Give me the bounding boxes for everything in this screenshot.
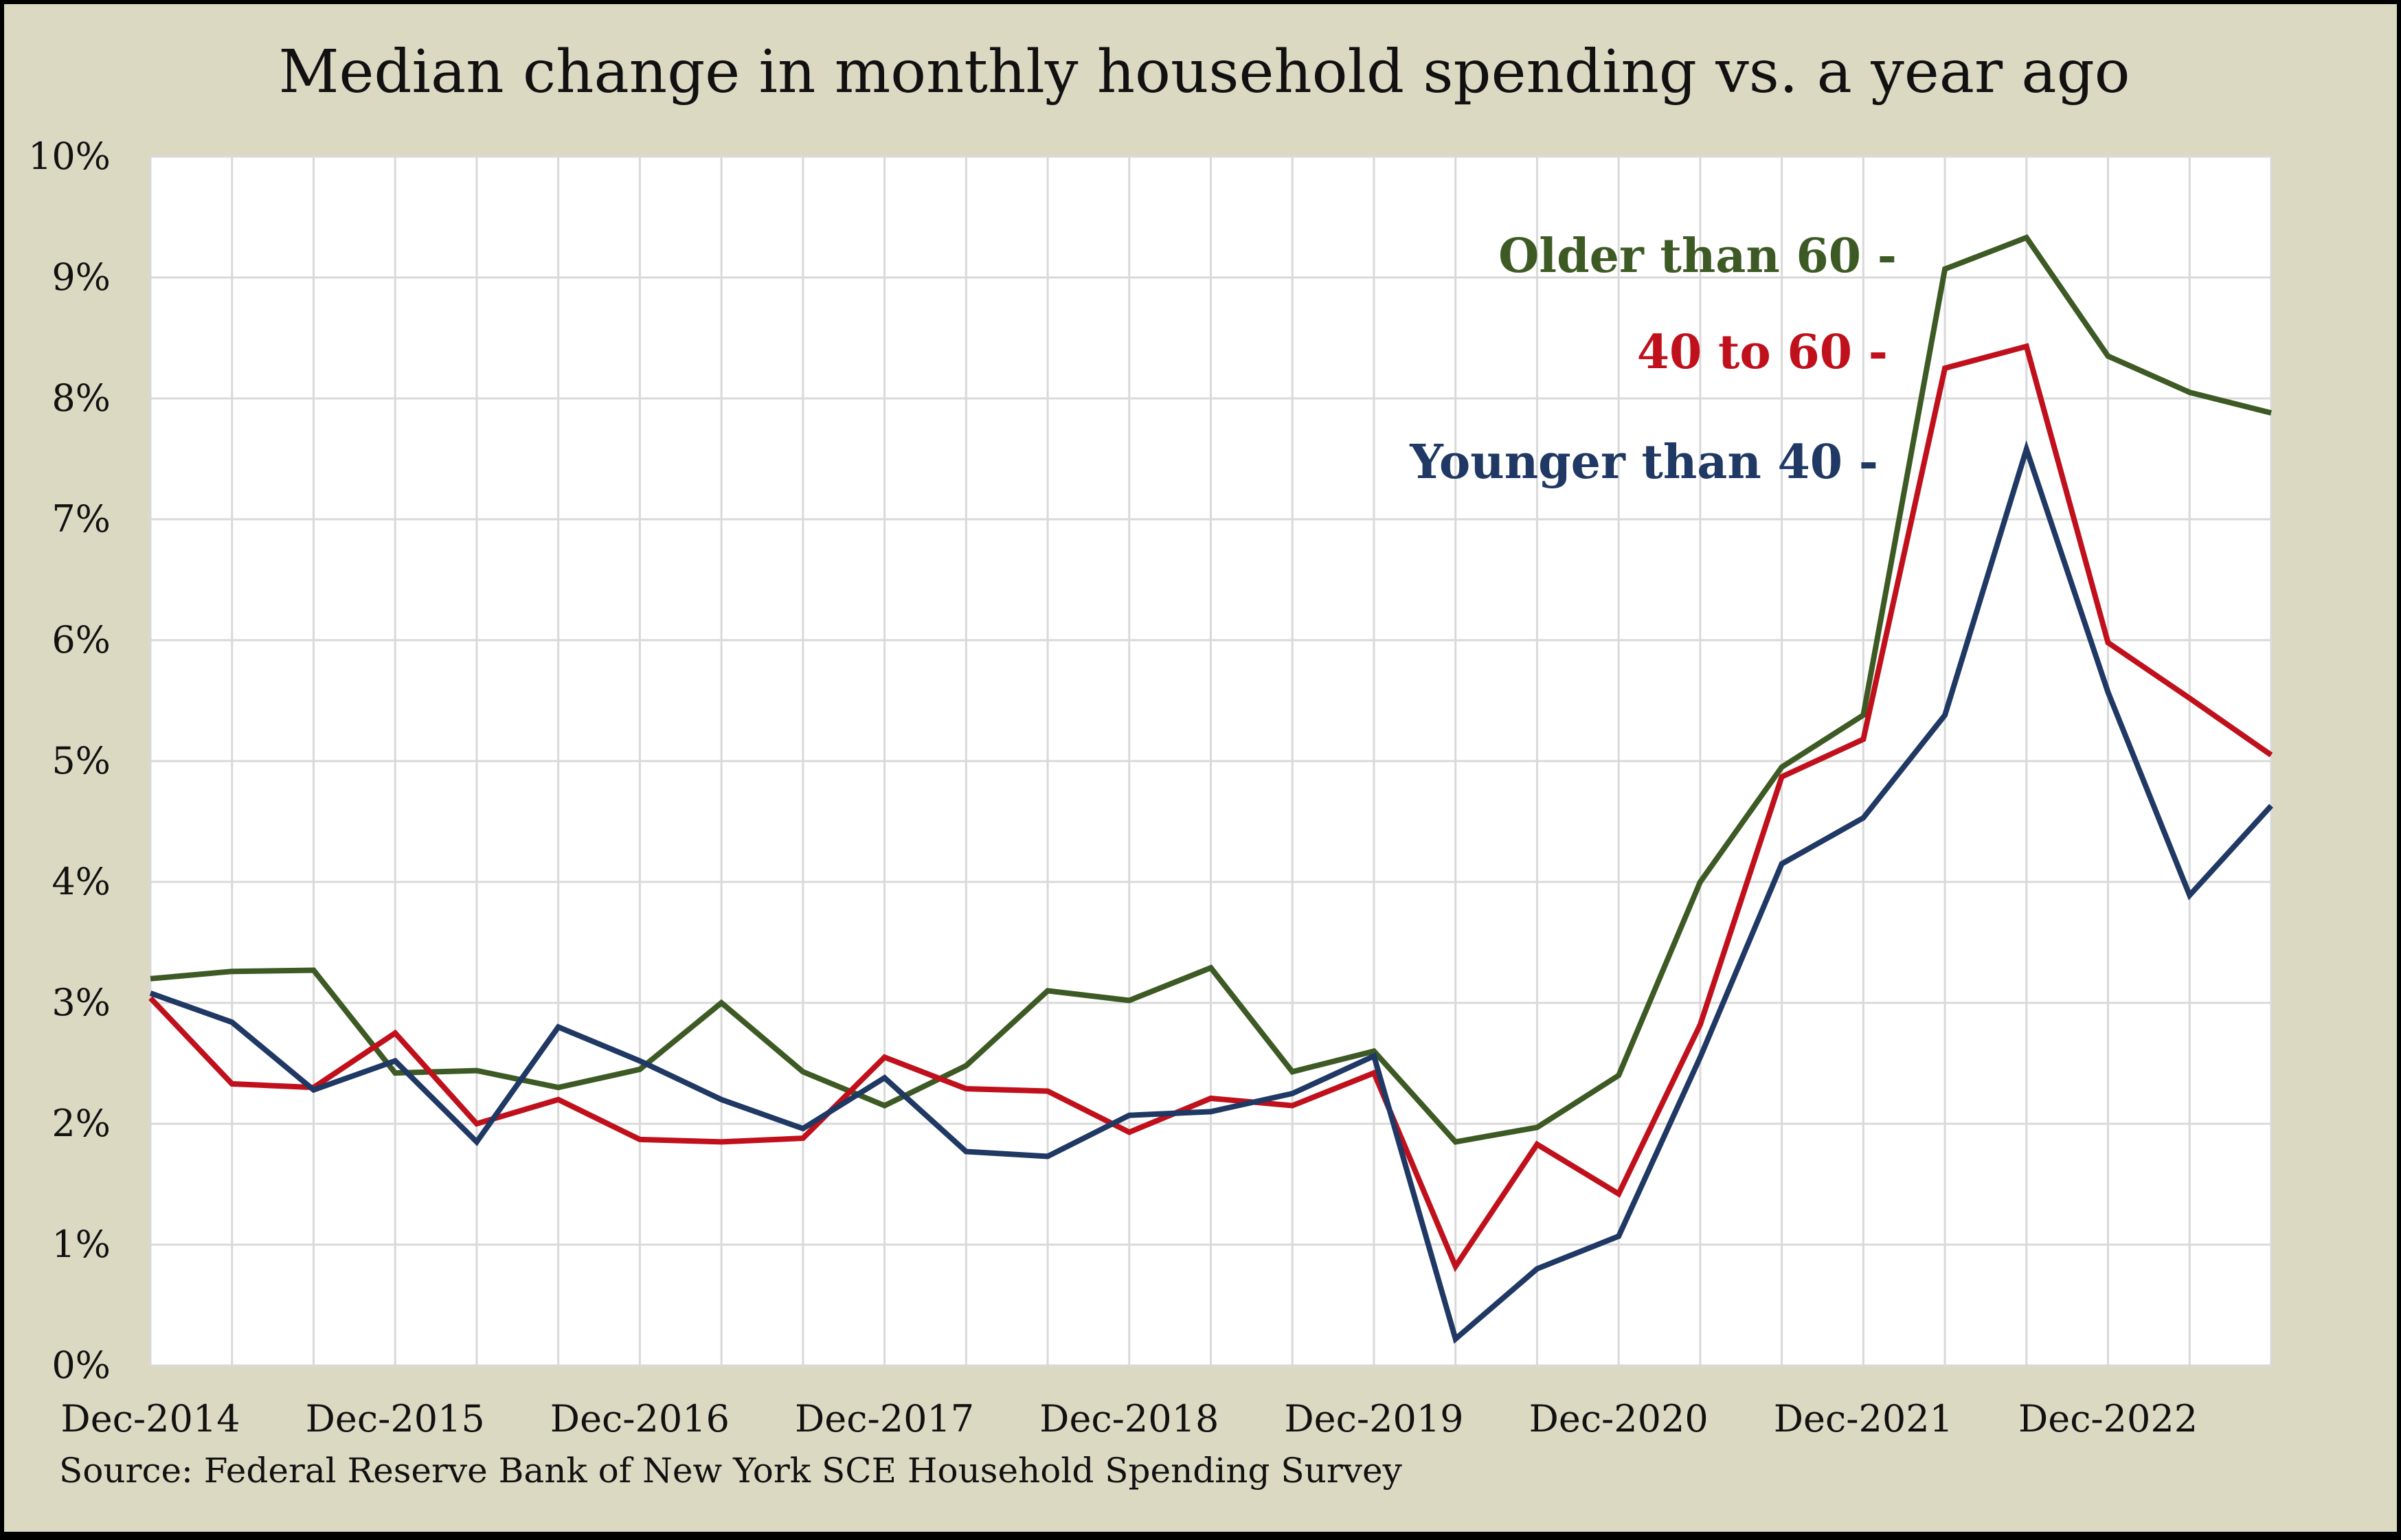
y-tick-label: 0% [52,1344,111,1387]
series-lines [148,234,2273,1344]
x-tick-label: Dec-2020 [1529,1397,1709,1440]
x-tick-label: Dec-2016 [550,1397,730,1440]
chart-title: Median change in monthly household spend… [278,38,2130,106]
x-tick-label: Dec-2022 [2018,1397,2198,1440]
series-label: Younger than 40 - [1409,435,1878,490]
source-note: Source: Federal Reserve Bank of New York… [59,1451,1403,1491]
y-tick-label: 4% [52,860,111,903]
series-label: 40 to 60 - [1637,325,1888,380]
y-tick-label: 9% [52,256,111,299]
series-line [150,234,2272,1145]
y-tick-label: 8% [52,376,111,420]
x-tick-label: Dec-2017 [795,1397,974,1440]
grid-lines [149,155,2273,1367]
y-tick-label: 10% [28,135,111,178]
y-tick-label: 5% [52,739,111,782]
x-tick-label: Dec-2018 [1039,1397,1219,1440]
x-tick-label: Dec-2014 [60,1397,240,1440]
series-label: Older than 60 - [1498,229,1897,284]
x-tick-label: Dec-2021 [1774,1397,1953,1440]
y-tick-label: 6% [52,618,111,661]
series-line [149,440,2273,1344]
y-tick-label: 7% [52,497,111,541]
x-tick-label: Dec-2019 [1284,1397,1463,1440]
series-labels: Older than 60 - 40 to 60 - Younger than 40… [1409,229,1897,490]
x-axis-tick-labels: Dec-2014 Dec-2015 Dec-2016 Dec-2017 Dec-2018… [60,1397,2198,1440]
y-tick-label: 2% [52,1102,111,1145]
series-line [148,343,2273,1273]
x-tick-label: Dec-2015 [306,1397,485,1440]
y-tick-label: 1% [52,1223,111,1266]
y-tick-label: 3% [52,981,111,1024]
y-axis-tick-labels: 0% 1% 2% 3% 4% 5% 6% 7% 8% 9% 10% [28,135,111,1387]
chart: Median change in monthly household spend… [28,38,2273,1491]
